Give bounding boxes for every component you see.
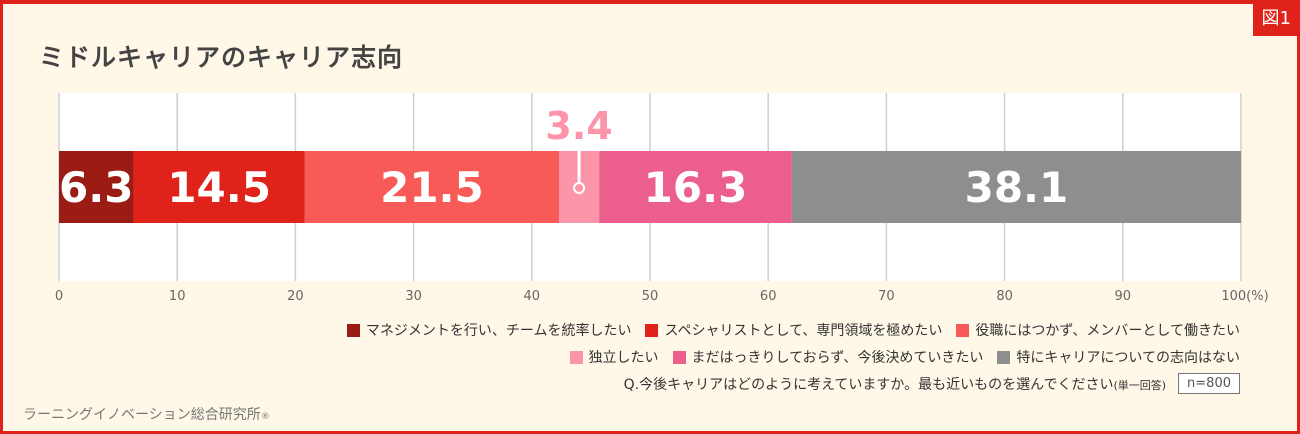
data-label: 6.3 — [59, 163, 133, 212]
figure-label: 図1 — [1252, 4, 1297, 36]
legend-label: 役職にはつかず、メンバーとして働きたい — [975, 323, 1240, 339]
data-label: 16.3 — [644, 163, 748, 212]
legend-item: 役職にはつかず、メンバーとして働きたい — [956, 320, 1240, 340]
tick-label: 0 — [55, 289, 63, 304]
data-label: 14.5 — [167, 163, 271, 212]
legend-label: まだはっきりしておらず、今後決めていきたい — [691, 350, 984, 366]
registered-mark: ® — [260, 412, 270, 422]
legend-label: マネジメントを行い、チームを統率したい — [365, 323, 632, 339]
legend-label: スペシャリストとして、専門領域を極めたい — [664, 323, 943, 339]
tick-label: 20 — [287, 289, 304, 304]
legend-swatch — [672, 350, 686, 364]
tick-label: 50 — [642, 289, 659, 304]
legend-row-1: マネジメントを行い、チームを統率したい スペシャリストとして、専門領域を極めたい 役… — [346, 320, 1240, 340]
chart-title: ミドルキャリアのキャリア志向 — [39, 43, 404, 72]
data-label: 3.4 — [545, 104, 612, 148]
tick-label: 100(%) — [1221, 289, 1268, 304]
label-leader-dot — [573, 182, 586, 194]
sample-size: n=800 — [1178, 373, 1240, 394]
legend-swatch — [569, 350, 583, 364]
legend-swatch — [645, 323, 659, 337]
legend-label: 独立したい — [588, 350, 659, 366]
legend-item: まだはっきりしておらず、今後決めていきたい — [672, 347, 984, 367]
tick-label: 80 — [996, 289, 1013, 304]
data-label: 38.1 — [965, 163, 1069, 212]
bar-segment — [791, 151, 1241, 223]
bar-segment — [133, 151, 305, 223]
legend-label: 特にキャリアについての志向はない — [1016, 350, 1240, 366]
question-block: Q.今後キャリアはどのように考えていますか。最も近いものを選んでください(単一回… — [624, 373, 1240, 394]
tick-label: 60 — [760, 289, 777, 304]
legend-swatch — [997, 350, 1011, 364]
question-text: Q.今後キャリアはどのように考えていますか。最も近いものを選んでください(単一回… — [623, 376, 1167, 393]
tick-label: 10 — [169, 289, 186, 304]
legend-item: スペシャリストとして、専門領域を極めたい — [645, 320, 942, 340]
bar-segment — [599, 151, 792, 223]
question-note: (単一回答) — [1113, 378, 1167, 392]
legend-item: 特にキャリアについての志向はない — [997, 347, 1240, 367]
tick-label: 30 — [405, 289, 422, 304]
legend-item: 独立したい — [569, 347, 659, 367]
data-label: 21.5 — [380, 163, 484, 212]
legend-swatch — [346, 323, 360, 337]
stacked-bar-chart: 0 10 20 30 40 50 60 70 80 90 100(%) 6.3 14.5 21.5 3.4 1… — [55, 93, 1269, 304]
bar-segment — [304, 151, 559, 223]
tick-label: 90 — [1115, 289, 1132, 304]
tick-label: 70 — [878, 289, 895, 304]
legend-item: マネジメントを行い、チームを統率したい — [346, 320, 632, 340]
bar-segment — [59, 151, 134, 223]
legend-swatch — [956, 323, 970, 337]
legend-row-2: 独立したい まだはっきりしておらず、今後決めていきたい 特にキャリアについての志向は… — [569, 347, 1240, 367]
source-credit: ラーニングイノベーション総合研究所® — [23, 407, 270, 423]
tick-label: 40 — [524, 289, 541, 304]
